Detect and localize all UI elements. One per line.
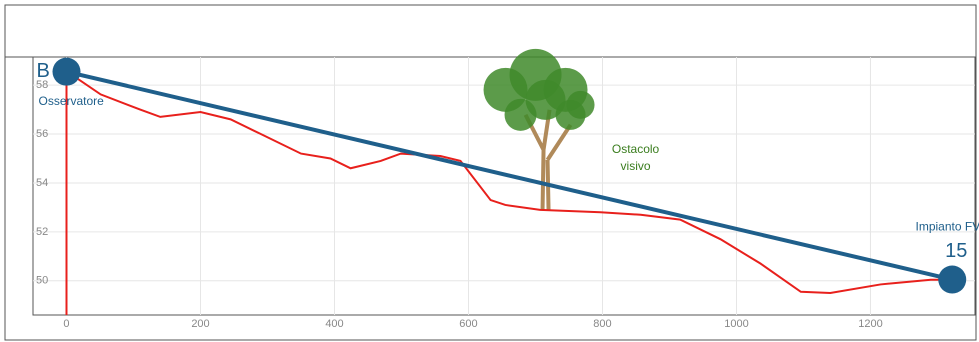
terrain-line [65, 70, 953, 294]
y-tick-label: 58 [36, 79, 48, 91]
x-tick-label: 1200 [858, 318, 882, 330]
tree-foliage [566, 90, 595, 119]
y-tick-label: 50 [36, 275, 48, 287]
obstacle-tree [483, 48, 595, 210]
sight-line [66, 69, 953, 282]
obstacle-label: visivo [621, 159, 651, 173]
y-tick-label: 56 [36, 128, 48, 140]
plot-area [32, 56, 976, 316]
x-tick-label: 400 [325, 318, 343, 330]
point-label: B [36, 60, 49, 82]
x-tick-label: 200 [191, 318, 209, 330]
x-tick-label: 1000 [724, 318, 748, 330]
point-marker [52, 57, 81, 86]
y-tick-label: 52 [36, 226, 48, 238]
point-label: 15 [945, 240, 967, 262]
x-tick-label: 600 [459, 318, 477, 330]
obstacle-label: Ostacolo [612, 142, 660, 156]
y-tick-label: 54 [36, 177, 48, 189]
point-caption: Osservatore [38, 94, 104, 108]
x-tick-label: 800 [593, 318, 611, 330]
x-tick-label: 0 [63, 318, 69, 330]
tree-foliage [525, 79, 566, 120]
point-caption: Impianto FV [916, 220, 979, 234]
point-marker [938, 265, 967, 294]
tree-trunk [523, 109, 573, 210]
